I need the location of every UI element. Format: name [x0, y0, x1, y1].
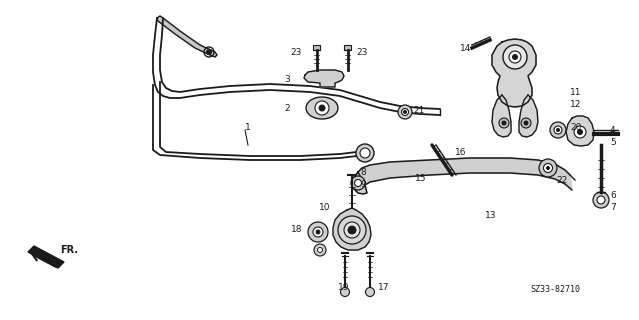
- Polygon shape: [28, 246, 64, 268]
- Circle shape: [578, 130, 583, 134]
- Text: 11: 11: [570, 87, 581, 97]
- Circle shape: [356, 144, 374, 162]
- Text: 21: 21: [413, 106, 424, 115]
- Circle shape: [355, 180, 362, 187]
- Circle shape: [319, 105, 325, 111]
- Circle shape: [597, 196, 605, 204]
- Polygon shape: [157, 16, 217, 57]
- Circle shape: [550, 122, 566, 138]
- Circle shape: [512, 54, 518, 60]
- Text: 8: 8: [360, 167, 366, 177]
- Circle shape: [554, 126, 562, 134]
- Text: 5: 5: [610, 138, 616, 147]
- Circle shape: [401, 108, 408, 116]
- Text: 4: 4: [610, 125, 615, 134]
- Circle shape: [338, 216, 366, 244]
- Circle shape: [539, 159, 557, 177]
- Text: 14: 14: [460, 44, 472, 52]
- Circle shape: [313, 227, 323, 237]
- Polygon shape: [492, 39, 536, 107]
- Circle shape: [344, 222, 360, 238]
- Text: 22: 22: [556, 175, 567, 185]
- Text: 6: 6: [610, 190, 616, 199]
- Circle shape: [593, 192, 609, 208]
- Text: 17: 17: [378, 284, 390, 292]
- Text: 20: 20: [570, 123, 581, 132]
- Text: 7: 7: [610, 203, 616, 212]
- Circle shape: [499, 118, 509, 128]
- Circle shape: [503, 45, 527, 69]
- Circle shape: [318, 247, 323, 252]
- Circle shape: [574, 126, 586, 138]
- Text: 9: 9: [360, 180, 366, 188]
- Text: 23: 23: [291, 47, 302, 57]
- Circle shape: [341, 287, 350, 297]
- Text: 12: 12: [570, 100, 581, 108]
- Text: 23: 23: [356, 47, 367, 57]
- Text: 3: 3: [284, 75, 290, 84]
- Text: 15: 15: [415, 173, 426, 182]
- Circle shape: [366, 287, 374, 297]
- Circle shape: [316, 230, 320, 234]
- Text: FR.: FR.: [60, 245, 78, 255]
- Circle shape: [524, 121, 528, 125]
- Text: 16: 16: [455, 148, 466, 156]
- Circle shape: [348, 226, 356, 234]
- Circle shape: [557, 129, 560, 132]
- Polygon shape: [352, 172, 367, 194]
- Circle shape: [544, 164, 553, 172]
- Text: 2: 2: [284, 103, 290, 113]
- Circle shape: [502, 121, 506, 125]
- FancyBboxPatch shape: [314, 45, 321, 50]
- Circle shape: [206, 50, 212, 54]
- Polygon shape: [492, 95, 511, 137]
- Circle shape: [315, 101, 329, 115]
- Polygon shape: [358, 158, 572, 190]
- Text: 10: 10: [318, 204, 330, 212]
- Polygon shape: [566, 116, 594, 146]
- Circle shape: [521, 118, 531, 128]
- Circle shape: [308, 222, 328, 242]
- Circle shape: [509, 51, 521, 63]
- FancyBboxPatch shape: [344, 45, 351, 50]
- Polygon shape: [519, 95, 538, 137]
- Circle shape: [314, 244, 326, 256]
- Circle shape: [360, 148, 370, 158]
- Text: 13: 13: [485, 212, 497, 220]
- Circle shape: [351, 176, 365, 190]
- Polygon shape: [333, 208, 371, 250]
- Circle shape: [403, 110, 406, 114]
- Ellipse shape: [306, 97, 338, 119]
- Polygon shape: [304, 70, 344, 87]
- Text: SZ33-82710: SZ33-82710: [530, 285, 580, 294]
- Text: 18: 18: [291, 225, 302, 234]
- Text: 1: 1: [245, 123, 251, 132]
- Circle shape: [398, 105, 412, 119]
- Circle shape: [546, 166, 550, 170]
- Text: 19: 19: [338, 284, 350, 292]
